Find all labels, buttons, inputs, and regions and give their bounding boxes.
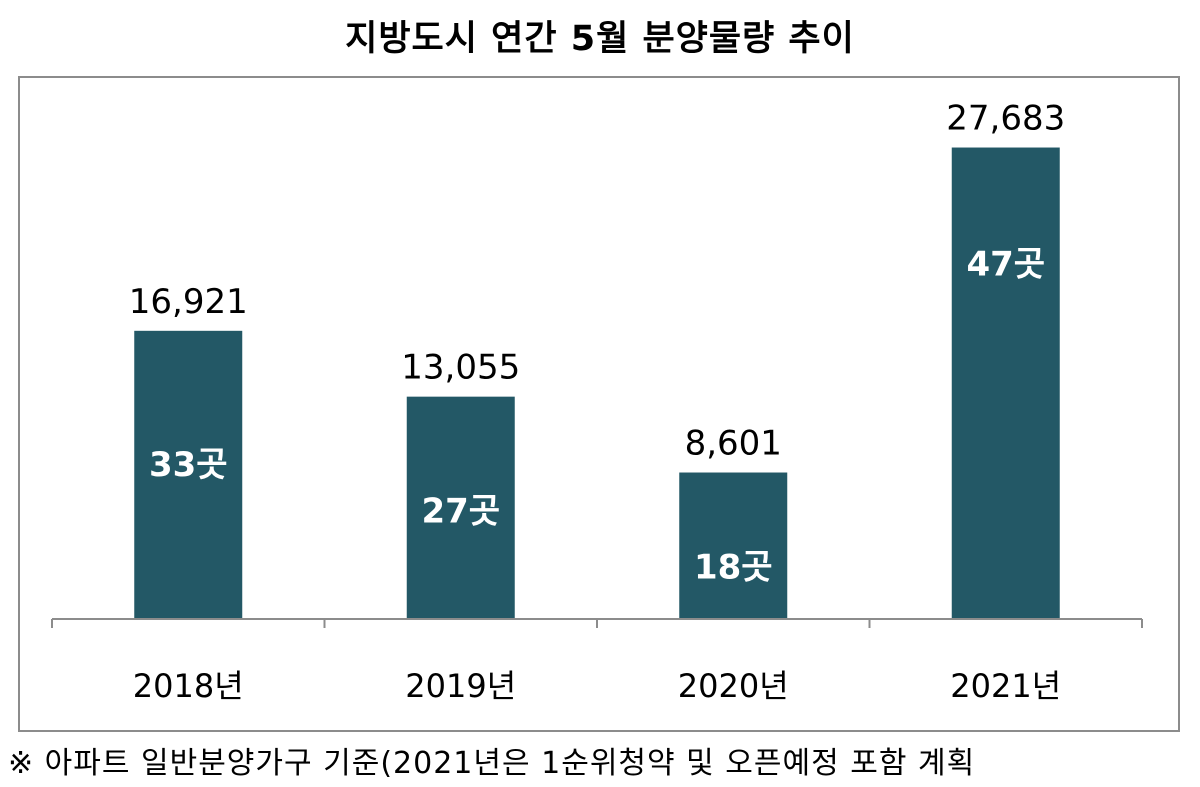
x-tick-label: 2019년 xyxy=(405,667,516,705)
x-axis xyxy=(51,618,1143,628)
x-tick-label: 2018년 xyxy=(133,667,244,705)
x-tick-label: 2020년 xyxy=(678,667,789,705)
bars-layer xyxy=(134,147,1060,619)
x-tick-label: 2021년 xyxy=(950,667,1061,705)
bar xyxy=(134,330,243,619)
bar-inner-label: 47곳 xyxy=(966,245,1045,285)
chart-title: 지방도시 연간 5월 분양물량 추이 xyxy=(345,19,855,59)
bar-inner-label: 18곳 xyxy=(694,548,773,588)
bar xyxy=(406,396,515,619)
bar xyxy=(951,147,1060,619)
bar-inner-label: 33곳 xyxy=(149,445,228,485)
bar-value-label: 8,601 xyxy=(685,424,782,464)
labels-layer: 16,921 33곳 2018년 13,055 27곳 2019년 8,601 18곳 2020… xyxy=(129,99,1065,705)
bar-inner-label: 27곳 xyxy=(421,492,500,532)
bar-value-label: 27,683 xyxy=(946,99,1065,139)
bar-value-label: 16,921 xyxy=(129,282,248,322)
plot-area-border xyxy=(18,76,1180,732)
bar-value-label: 13,055 xyxy=(401,348,520,388)
bar xyxy=(679,472,788,619)
footnote: ※ 아파트 일반분양가구 기준(2021년은 1순위청약 및 오픈예정 포함 계… xyxy=(8,746,976,781)
